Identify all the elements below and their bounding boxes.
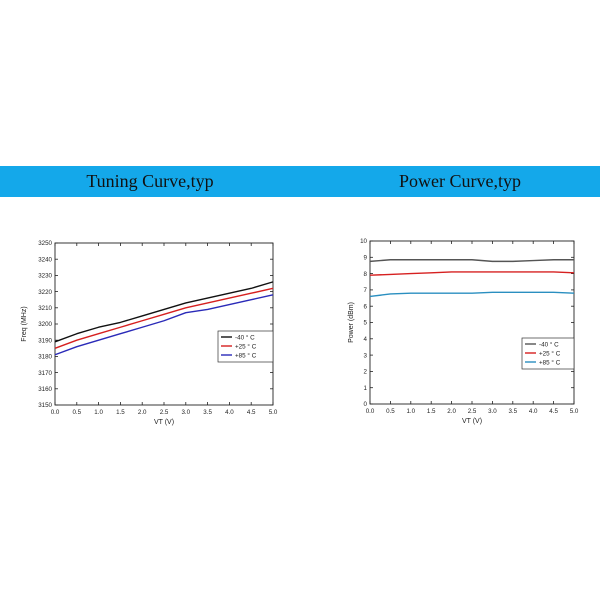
y-tick-label: 10 (360, 238, 367, 245)
x-tick-label: 3.5 (508, 408, 517, 415)
y-tick-label: 3250 (38, 240, 52, 247)
series-line-1 (369, 271, 575, 276)
series-line-2 (369, 291, 575, 298)
x-tick-label: 1.0 (94, 409, 103, 416)
y-tick-label: 9 (364, 255, 368, 262)
y-axis-label: Power (dBm) (348, 302, 355, 343)
legend-label-2: +85 ° C (539, 358, 561, 366)
series-line-2 (54, 294, 274, 356)
legend-label-1: +25 ° C (539, 349, 561, 357)
x-tick-label: 5.0 (269, 409, 278, 416)
tuning-curve-title: Tuning Curve,typ (86, 171, 214, 191)
y-tick-label: 7 (364, 287, 368, 294)
y-tick-label: 3230 (38, 273, 52, 280)
x-tick-label: 2.0 (447, 408, 456, 415)
x-tick-label: 0.5 (72, 409, 81, 416)
x-tick-label: 2.0 (138, 409, 147, 416)
x-tick-label: 1.0 (406, 408, 415, 415)
y-tick-label: 6 (364, 303, 368, 310)
y-tick-label: 5 (364, 320, 368, 327)
x-axis-label: VT (V) (462, 418, 482, 425)
legend-label-0: -40 ° C (235, 333, 255, 341)
plot-frame (369, 240, 575, 405)
x-tick-label: 2.5 (160, 409, 169, 416)
y-tick-label: 3200 (38, 321, 52, 328)
y-tick-label: 8 (364, 271, 368, 278)
legend-label-1: +25 ° C (235, 342, 257, 350)
series-line-1 (54, 287, 274, 349)
series-line-0 (369, 259, 574, 263)
y-tick-label: 3190 (38, 337, 52, 344)
y-tick-label: 3150 (38, 402, 52, 409)
x-tick-label: 3.5 (203, 409, 212, 416)
power-curve-title: Power Curve,typ (399, 171, 521, 191)
y-tick-label: 3180 (38, 354, 52, 361)
x-tick-label: 1.5 (116, 409, 125, 416)
x-tick-label: 4.5 (549, 408, 558, 415)
x-tick-label: 0.0 (366, 408, 375, 415)
x-tick-label: 3.0 (488, 408, 497, 415)
y-tick-label: 2 (364, 369, 368, 376)
y-tick-label: 3 (364, 352, 368, 359)
y-axis-label: Freq (MHz) (21, 306, 28, 341)
x-tick-label: 4.0 (529, 408, 538, 415)
y-tick-label: 4 (364, 336, 368, 343)
x-tick-label: 0.0 (51, 409, 60, 416)
x-tick-label: 2.5 (468, 408, 477, 415)
legend-label-0: -40 ° C (539, 340, 559, 348)
x-tick-label: 3.0 (181, 409, 190, 416)
y-tick-label: 3210 (38, 305, 52, 312)
x-axis-label: VT (V) (154, 419, 174, 426)
x-tick-label: 1.5 (427, 408, 436, 415)
x-tick-label: 4.0 (225, 409, 234, 416)
title-banner: Tuning Curve,typ Power Curve,typ (0, 166, 600, 197)
x-tick-label: 0.5 (386, 408, 395, 415)
y-tick-label: 3240 (38, 256, 52, 263)
y-tick-label: 1 (364, 385, 368, 392)
series-line-0 (54, 281, 274, 343)
y-tick-label: 0 (364, 401, 368, 408)
x-tick-label: 4.5 (247, 409, 256, 416)
y-tick-label: 3220 (38, 289, 52, 296)
y-tick-label: 3160 (38, 386, 52, 393)
y-tick-label: 3170 (38, 370, 52, 377)
x-tick-label: 5.0 (570, 408, 579, 415)
legend-label-2: +85 ° C (235, 351, 257, 359)
